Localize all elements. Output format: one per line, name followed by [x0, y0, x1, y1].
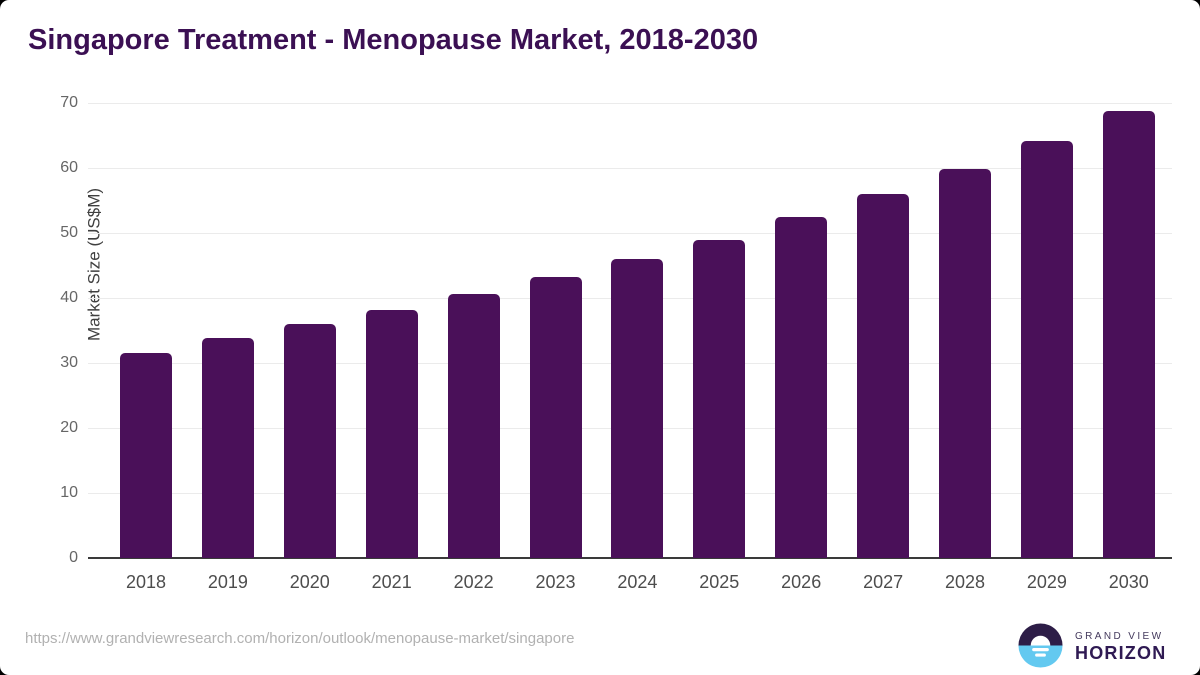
x-axis-line	[88, 557, 1172, 559]
sunrise-logo-icon	[1018, 623, 1063, 668]
x-tick-label-2028: 2028	[944, 572, 986, 592]
bar-2018[interactable]	[120, 353, 172, 558]
bar-2022[interactable]	[447, 294, 500, 558]
x-tick-label-2025: 2025	[699, 572, 740, 592]
y-tick-label-60: 60	[60, 159, 78, 176]
bar-2021[interactable]	[365, 309, 418, 558]
source-url: https://www.grandviewresearch.com/horizo…	[25, 630, 575, 647]
x-tick-label-2029: 2029	[1026, 572, 1067, 592]
bar-2027[interactable]	[857, 194, 910, 558]
y-tick-label-20: 20	[60, 419, 78, 436]
y-tick-label-40: 40	[60, 289, 78, 306]
bar-2019[interactable]	[201, 337, 254, 558]
bar-2026[interactable]	[775, 217, 828, 558]
logo-text-grand-view: GRAND VIEW	[1075, 630, 1164, 642]
bar-2024[interactable]	[611, 259, 664, 558]
bar-2028[interactable]	[939, 168, 991, 558]
bar-2030[interactable]	[1102, 111, 1155, 558]
x-tick-label-2027: 2027	[863, 572, 904, 592]
logo-text-horizon: HORIZON	[1075, 642, 1167, 663]
gridline-50	[88, 233, 1172, 234]
x-tick-label-2019: 2019	[207, 572, 248, 592]
gridline-60	[88, 168, 1172, 169]
y-tick-label-30: 30	[60, 354, 78, 371]
bar-2020[interactable]	[283, 324, 336, 558]
y-tick-label-0: 0	[69, 549, 78, 566]
grand-view-horizon-logo: GRAND VIEW HORIZON	[1017, 622, 1166, 669]
x-tick-label-2021: 2021	[371, 572, 412, 592]
y-tick-label-70: 70	[60, 94, 78, 111]
bar-2023[interactable]	[529, 277, 582, 558]
x-tick-label-2018: 2018	[125, 572, 167, 592]
gridline-70	[88, 103, 1172, 104]
x-tick-label-2030: 2030	[1108, 572, 1149, 592]
logo-wordmark: GRAND VIEW HORIZON	[1075, 629, 1166, 663]
bar-2029[interactable]	[1020, 141, 1073, 558]
bar-chart-plot-area: 0 10 20 30 40 50 60 70 2018 2019 2020 2021 2022 2023 2…	[60, 94, 1172, 592]
x-tick-label-2024: 2024	[617, 572, 658, 592]
y-tick-label-50: 50	[60, 224, 78, 241]
bar-2025[interactable]	[693, 239, 746, 558]
x-tick-label-2020: 2020	[289, 572, 330, 592]
chart-title: Singapore Treatment - Menopause Market, …	[28, 24, 759, 56]
y-tick-label-10: 10	[60, 484, 78, 501]
x-tick-label-2022: 2022	[453, 572, 494, 592]
x-tick-label-2026: 2026	[781, 572, 822, 592]
x-tick-label-2023: 2023	[535, 572, 576, 592]
